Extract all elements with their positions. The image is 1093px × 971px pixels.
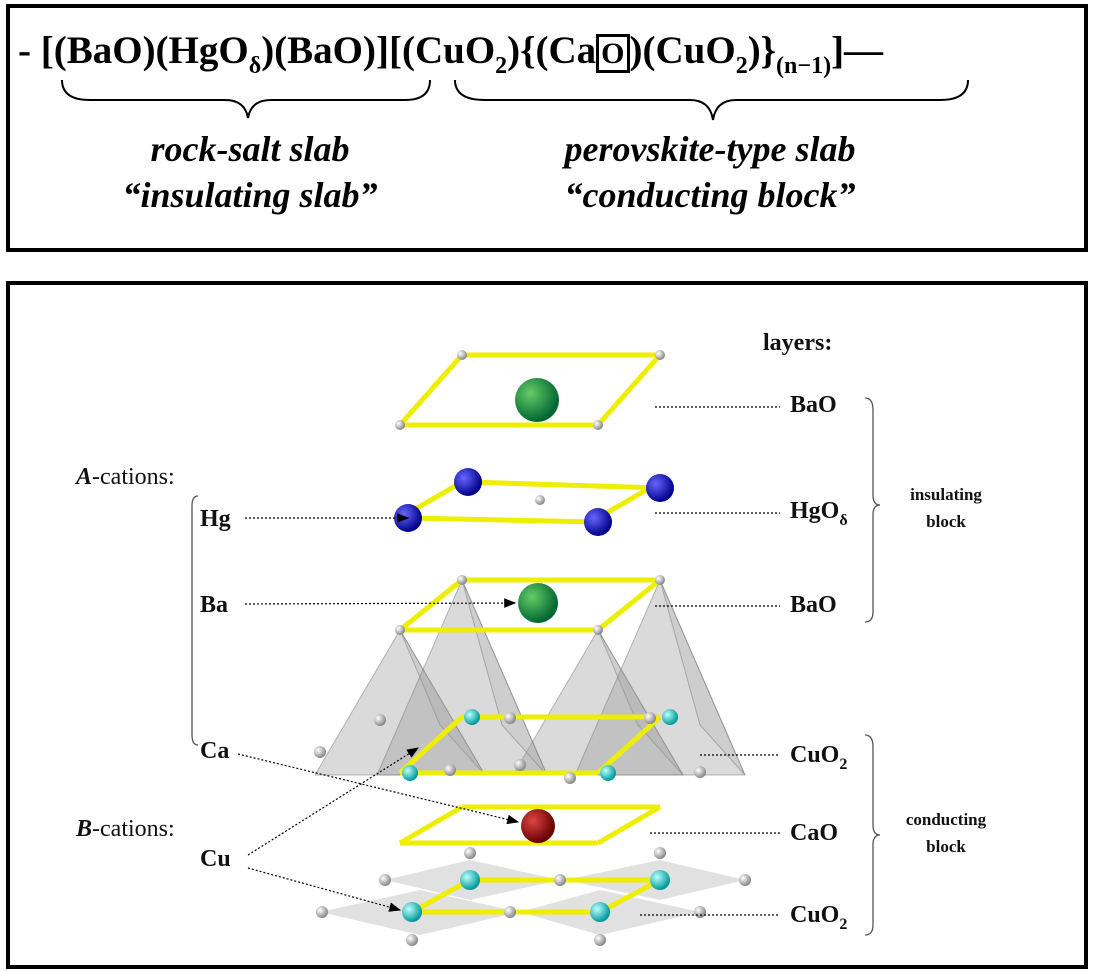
layer-label: BaO: [790, 592, 837, 618]
bond: [468, 482, 660, 488]
cation: Ba: [200, 592, 228, 618]
atom: [460, 870, 480, 890]
atom: [395, 625, 405, 635]
atom: [514, 759, 526, 771]
atom: [504, 906, 516, 918]
atom: [584, 508, 612, 536]
atom: [655, 350, 665, 360]
atom: [650, 870, 670, 890]
leader: [245, 603, 515, 604]
layer-formula: CuO: [790, 742, 839, 768]
atom: [644, 712, 656, 724]
atom: [314, 746, 326, 758]
atom: [402, 902, 422, 922]
atom: [739, 874, 751, 886]
atom: [564, 772, 576, 784]
atom: [515, 378, 559, 422]
atom: [316, 906, 328, 918]
layer-subscript: 2: [839, 756, 847, 773]
atom: [654, 847, 666, 859]
atom: [535, 495, 545, 505]
atom: [694, 906, 706, 918]
block-label: block: [926, 837, 966, 856]
cation: Cu: [200, 846, 231, 872]
atom: [379, 874, 391, 886]
bond: [598, 807, 660, 843]
atom: [521, 809, 555, 843]
atom: [454, 468, 482, 496]
atom: [655, 575, 665, 585]
atom: [406, 934, 418, 946]
atom: [590, 902, 610, 922]
atom: [646, 474, 674, 502]
crystal: [192, 350, 880, 946]
cation: Hg: [200, 506, 231, 532]
structure-diagram: layers: BaO HgOδ BaO CuO2 CaO CuO2 insul…: [0, 0, 1093, 971]
bond: [598, 355, 660, 425]
atom: [593, 420, 603, 430]
bond: [400, 807, 462, 843]
bond: [408, 518, 598, 522]
layer-subscript: δ: [839, 512, 847, 529]
block-label: insulating: [910, 485, 982, 504]
atom: [395, 420, 405, 430]
cation-heading: B-cations:: [75, 816, 175, 842]
layer-subscript: 2: [839, 916, 847, 933]
brace: [865, 398, 880, 622]
atom: [457, 350, 467, 360]
layer-label: CuO2: [790, 742, 847, 773]
layer-label: BaO: [790, 392, 837, 418]
block-label: block: [926, 512, 966, 531]
atom: [600, 765, 616, 781]
layer-formula: CuO: [790, 902, 839, 928]
atom: [662, 709, 678, 725]
atom: [402, 765, 418, 781]
atom: [554, 874, 566, 886]
atom: [444, 764, 456, 776]
brace: [865, 735, 880, 935]
bond: [400, 355, 462, 425]
cation: Ca: [200, 738, 229, 764]
layer-label: HgOδ: [790, 498, 848, 529]
page: - [(BaO)(HgOδ)(BaO)][(CuO2){(CaO)(CuO2)}…: [0, 0, 1093, 971]
atom: [374, 714, 386, 726]
layer-label: CaO: [790, 820, 838, 846]
atom: [594, 934, 606, 946]
atom: [504, 712, 516, 724]
cation-suffix: -cations:: [92, 816, 175, 842]
cation-letter: B: [75, 816, 92, 842]
atom: [457, 575, 467, 585]
block-label: conducting: [906, 810, 987, 829]
atom: [694, 766, 706, 778]
atom: [518, 583, 558, 623]
cation-heading: A-cations:: [74, 464, 175, 490]
layers-heading: layers:: [763, 330, 832, 356]
cation-letter: A: [74, 464, 92, 490]
layer-formula: HgO: [790, 498, 839, 524]
bracket: [192, 496, 198, 745]
cation-suffix: -cations:: [92, 464, 175, 490]
atom: [464, 847, 476, 859]
atom: [593, 625, 603, 635]
atom: [464, 709, 480, 725]
layer-label: CuO2: [790, 902, 847, 933]
